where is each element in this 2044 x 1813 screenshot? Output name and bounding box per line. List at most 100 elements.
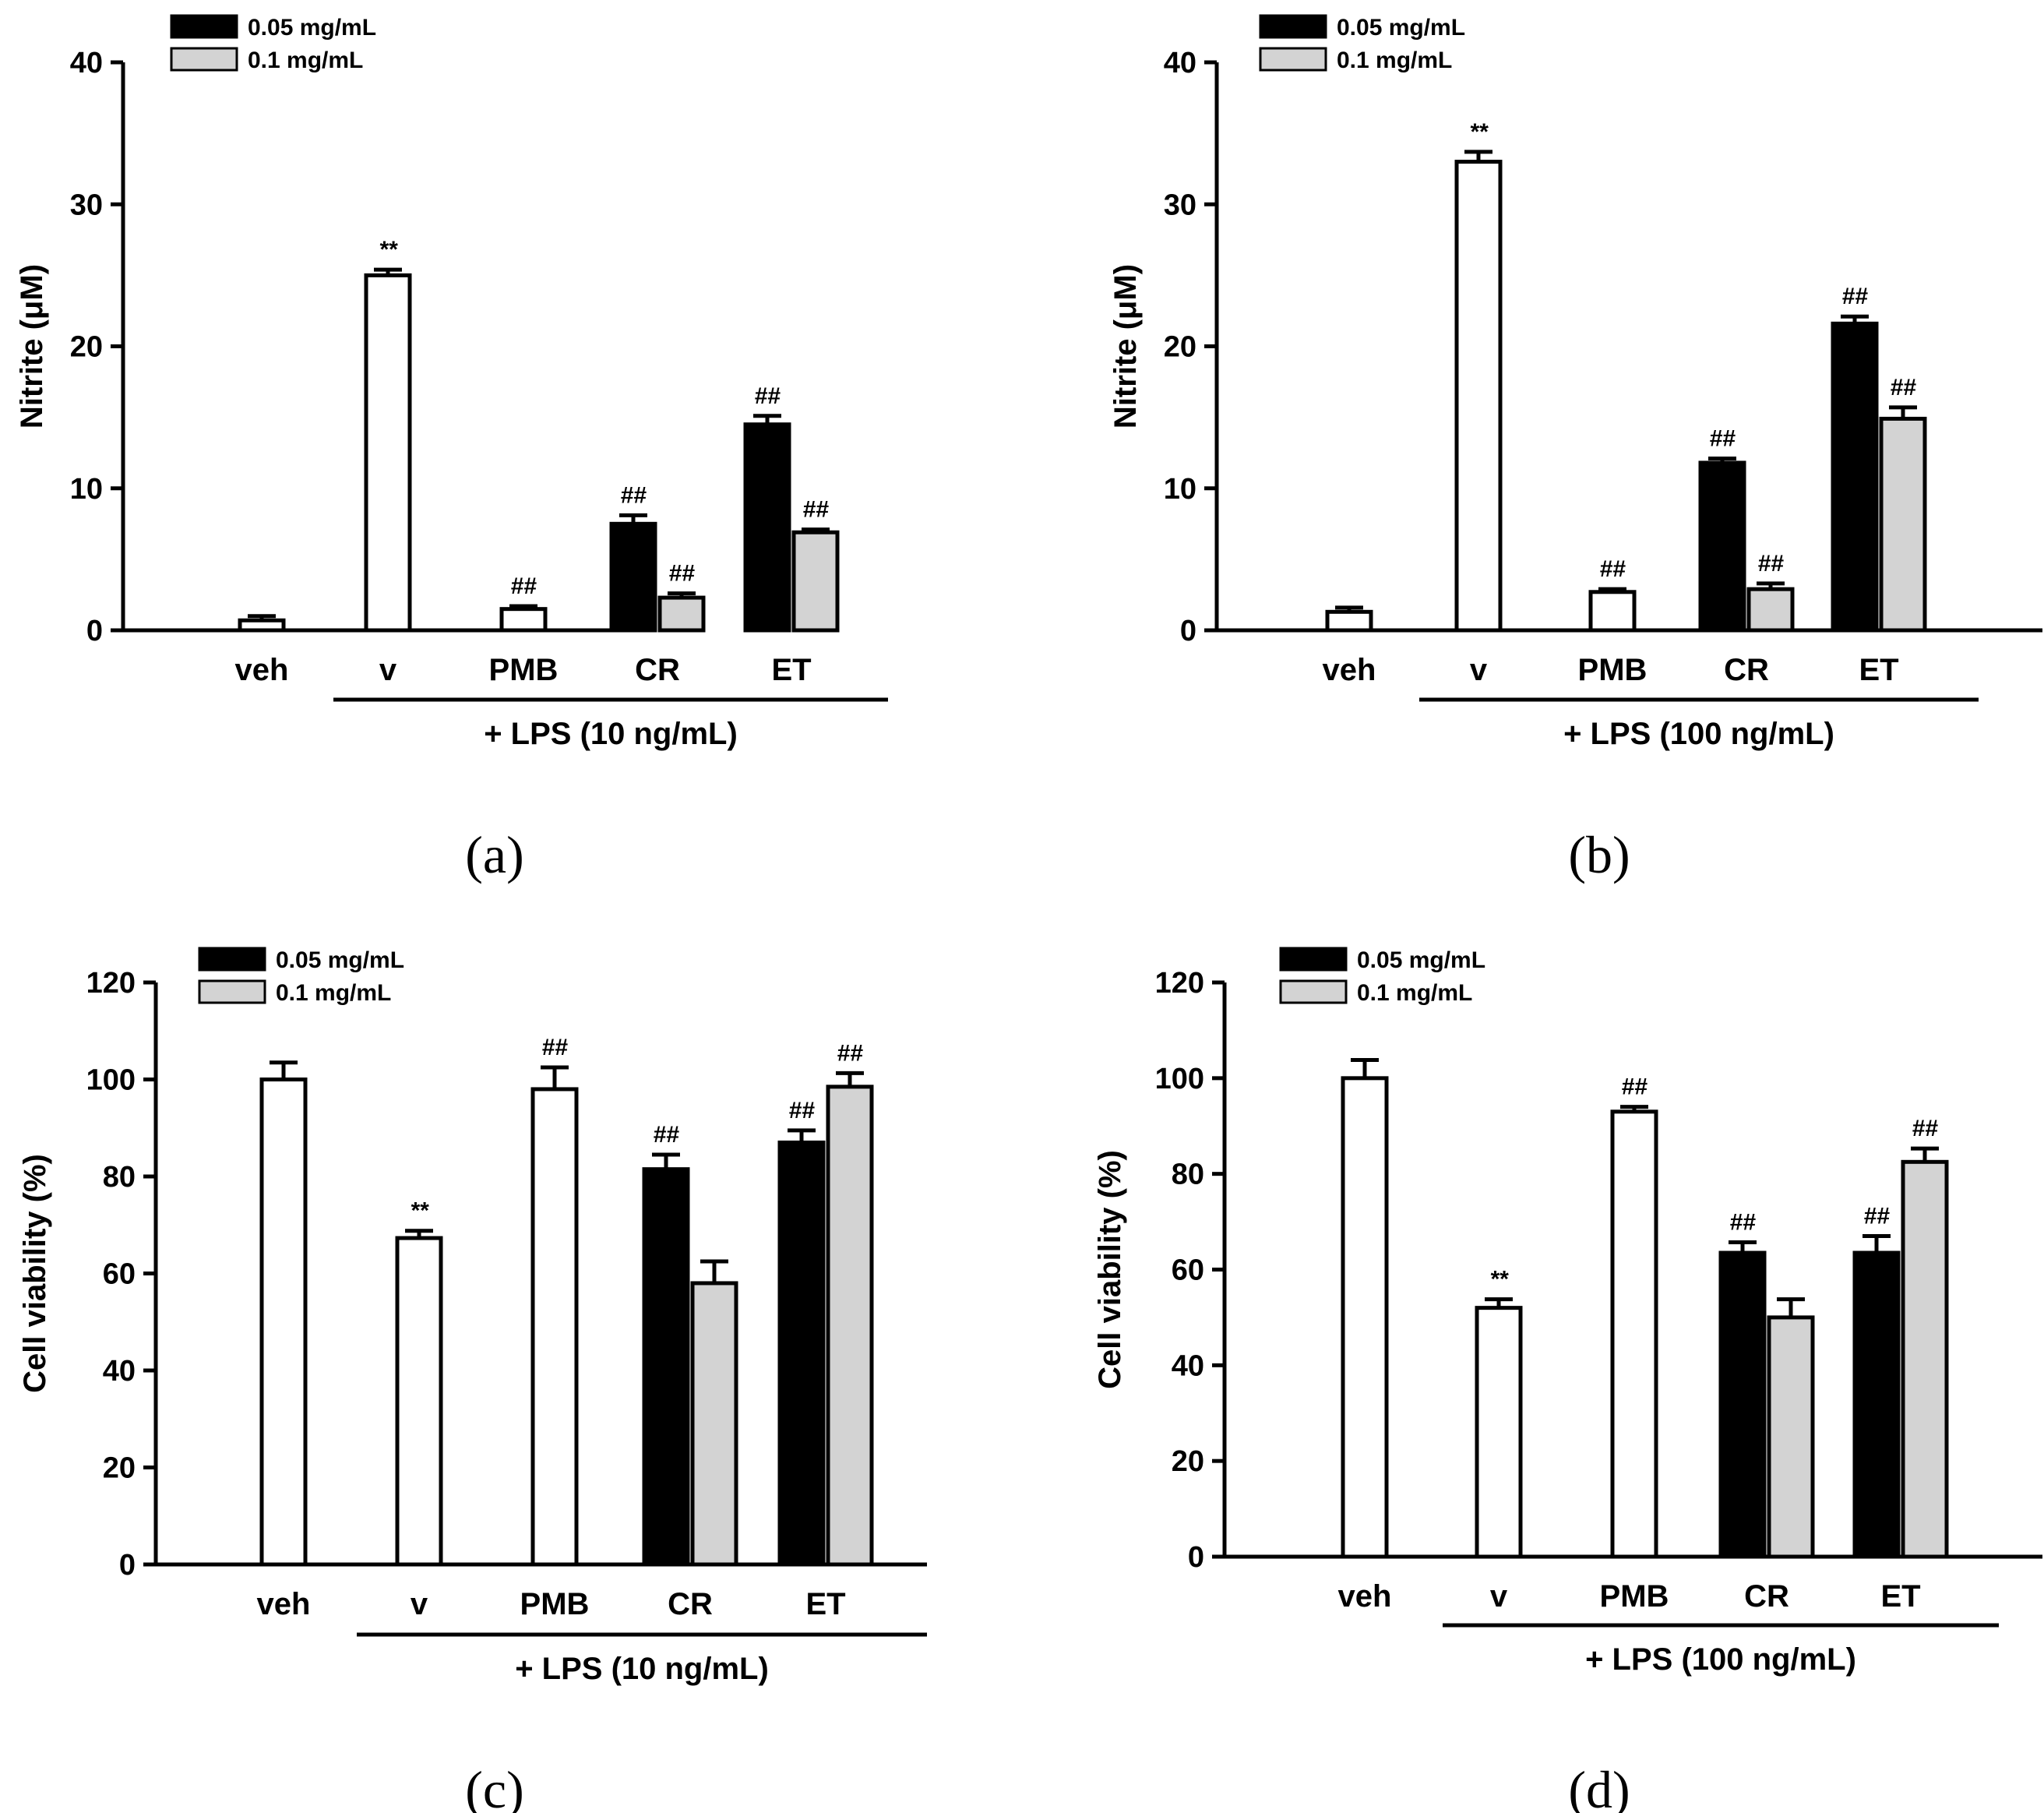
chart-panel-d: 0 20 40 60 80 100 120 Cell viability (%) veh v PMB… [1093, 947, 2042, 1813]
y-tick-label: 60 [103, 1258, 136, 1291]
legend-label-005: 0.05 mg/mL [1357, 947, 1485, 973]
category-label-cr: CR [1744, 1579, 1789, 1614]
significance-mark-v-control: ** [1469, 119, 1489, 145]
panel-label: (b) [1568, 825, 1630, 884]
bar-pmb-control [1610, 1109, 1658, 1559]
bar-pmb-control [1588, 590, 1637, 633]
bar-et-01 [826, 1085, 874, 1567]
chart-panel-c: 0 20 40 60 80 100 120 Cell viability (%) veh v PMB… [18, 947, 927, 1813]
significance-mark-v-control: ** [1489, 1267, 1509, 1293]
y-tick-label: 20 [70, 331, 103, 364]
y-tick-label: 100 [1155, 1063, 1204, 1095]
y-tick-label: 0 [1180, 615, 1196, 647]
bar-v-control [1454, 160, 1503, 633]
category-label-v: v [379, 653, 397, 687]
y-tick-label: 20 [103, 1452, 136, 1485]
y-tick-label: 100 [86, 1064, 136, 1097]
category-label-veh: veh [257, 1587, 311, 1621]
panel-label: (a) [465, 825, 523, 884]
y-tick-label: 80 [103, 1161, 136, 1194]
y-tick-label: 0 [1188, 1541, 1204, 1574]
category-label-pmb: PMB [1600, 1579, 1669, 1614]
bar-veh-control [1341, 1076, 1389, 1559]
y-tick-label: 30 [1164, 189, 1196, 221]
significance-mark-et-005: ## [1863, 1204, 1890, 1229]
bar-et-005 [1852, 1250, 1901, 1559]
y-axis-title: Nitrite (μM) [15, 264, 49, 429]
legend-swatch-005 [170, 14, 238, 39]
category-label-cr: CR [668, 1587, 713, 1621]
category-label-et: ET [771, 653, 811, 687]
chart-panel-a: 0 10 20 30 40 Nitrite (μM) veh v PMB CR ET + LPS (1… [15, 14, 888, 884]
panel-label: (c) [465, 1760, 523, 1813]
bar-cr-005 [609, 521, 657, 633]
significance-mark-cr-005: ## [1729, 1209, 1756, 1235]
significance-mark-et-01: ## [802, 497, 829, 523]
legend-label-01: 0.1 mg/mL [276, 980, 391, 1006]
bar-cr-01 [1746, 587, 1795, 633]
legend-label-005: 0.05 mg/mL [1337, 15, 1465, 41]
category-label-cr: CR [1724, 653, 1769, 687]
legend-swatch-005 [1279, 947, 1348, 972]
category-label-et: ET [1880, 1579, 1920, 1614]
significance-mark-cr-005: ## [620, 482, 647, 508]
significance-mark-et-005: ## [788, 1098, 815, 1123]
y-tick-label: 120 [86, 967, 136, 1000]
y-tick-label: 20 [1172, 1445, 1204, 1478]
y-axis-title: Cell viability (%) [1093, 1150, 1127, 1389]
significance-mark-cr-01: ## [1757, 551, 1784, 577]
y-tick-label: 10 [1164, 473, 1196, 506]
legend-swatch-01 [1259, 47, 1327, 72]
category-label-v: v [1490, 1579, 1508, 1614]
y-tick-label: 120 [1155, 967, 1204, 1000]
significance-mark-cr-005: ## [653, 1122, 679, 1148]
significance-mark-pmb-control: ## [541, 1035, 568, 1060]
panel-label: (d) [1568, 1760, 1630, 1813]
bar-et-01 [1901, 1159, 1949, 1559]
y-tick-label: 40 [1172, 1349, 1204, 1382]
group-label: + LPS (10 ng/mL) [484, 717, 738, 751]
category-label-v: v [411, 1587, 428, 1621]
legend-label-01: 0.1 mg/mL [1357, 980, 1472, 1006]
category-label-veh: veh [1323, 653, 1376, 687]
bar-v-control [395, 1236, 443, 1567]
bar-et-005 [777, 1140, 826, 1567]
y-tick-label: 40 [70, 47, 103, 79]
significance-mark-pmb-control: ## [1621, 1074, 1648, 1100]
bar-pmb-control [499, 607, 548, 633]
significance-mark-et-005: ## [1841, 284, 1868, 309]
group-label: + LPS (100 ng/mL) [1585, 1642, 1856, 1677]
category-label-cr: CR [635, 653, 680, 687]
bar-et-01 [1879, 416, 1927, 633]
bar-cr-005 [642, 1167, 690, 1567]
group-label: + LPS (10 ng/mL) [515, 1652, 769, 1686]
y-tick-label: 10 [70, 473, 103, 506]
y-tick-label: 0 [119, 1549, 136, 1582]
y-tick-label: 0 [86, 615, 103, 647]
significance-mark-cr-01: ## [668, 561, 695, 587]
legend-label-01: 0.1 mg/mL [248, 48, 363, 73]
bar-v-control [1475, 1306, 1523, 1559]
category-label-veh: veh [235, 653, 289, 687]
y-axis-title: Cell viability (%) [18, 1154, 52, 1393]
legend-label-005: 0.05 mg/mL [276, 947, 404, 973]
category-label-veh: veh [1338, 1579, 1392, 1614]
bar-et-01 [791, 530, 840, 633]
legend-swatch-01 [170, 47, 238, 72]
category-label-et: ET [805, 1587, 845, 1621]
significance-mark-et-01: ## [1912, 1116, 1938, 1141]
category-label-v: v [1470, 653, 1488, 687]
legend-swatch-005 [198, 947, 266, 972]
significance-mark-et-01: ## [837, 1040, 863, 1066]
bar-cr-01 [657, 595, 706, 633]
bar-cr-005 [1718, 1250, 1767, 1559]
bar-veh-control [1325, 609, 1373, 633]
bar-v-control [364, 273, 412, 633]
bar-veh-control [259, 1078, 308, 1567]
significance-mark-cr-005: ## [1709, 425, 1736, 451]
bar-cr-005 [1698, 460, 1746, 633]
bar-et-005 [1831, 321, 1879, 633]
bar-pmb-control [530, 1087, 579, 1567]
significance-mark-pmb-control: ## [1599, 556, 1626, 582]
